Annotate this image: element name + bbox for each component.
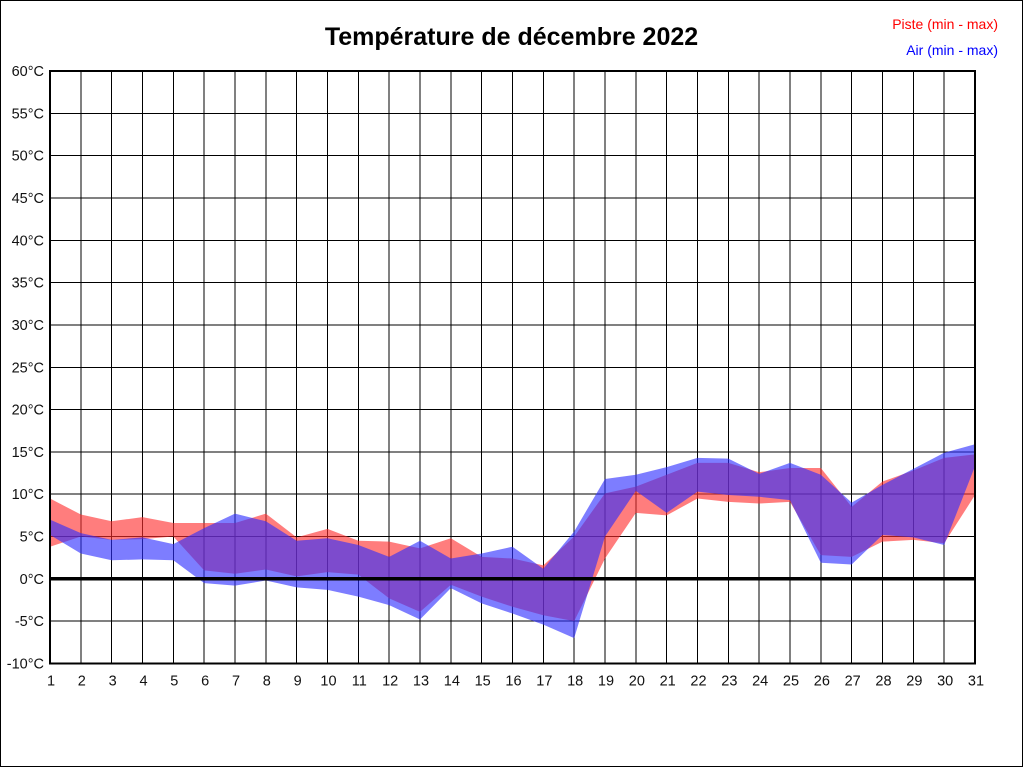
y-tick-label: 10°C [12,487,44,503]
legend-piste-label: Piste (min - max) [892,16,998,32]
y-tick-label: -10°C [7,657,44,673]
y-tick-label: 45°C [12,191,44,207]
x-tick-label: 11 [352,674,367,690]
x-tick-label: 21 [660,674,676,690]
y-tick-label: -5°C [15,614,44,630]
x-tick-label: 22 [690,674,706,690]
x-tick-label: 28 [875,674,891,690]
x-tick-label: 3 [109,674,117,690]
x-tick-label: 14 [444,674,460,690]
y-tick-label: 15°C [12,445,44,461]
x-tick-label: 16 [505,674,521,690]
plot-border [49,70,976,665]
y-tick-label: 60°C [12,64,44,80]
y-tick-label: 25°C [12,360,44,376]
x-tick-label: 4 [139,674,147,690]
x-tick-label: 8 [263,674,271,690]
x-tick-label: 12 [382,674,398,690]
y-tick-label: 50°C [12,149,44,165]
y-tick-label: 5°C [20,530,44,546]
y-tick-label: 40°C [12,233,44,249]
x-tick-label: 19 [598,674,614,690]
y-tick-label: 35°C [12,276,44,292]
x-tick-label: 13 [413,674,429,690]
x-tick-label: 18 [567,674,583,690]
y-tick-label: 0°C [20,572,44,588]
y-tick-label: 30°C [12,318,44,334]
y-tick-label: 20°C [12,403,44,419]
x-tick-label: 24 [752,674,768,690]
x-tick-label: 7 [232,674,240,690]
x-tick-label: 1 [47,674,55,690]
x-tick-label: 31 [968,674,984,690]
x-tick-label: 17 [536,674,552,690]
x-tick-label: 9 [294,674,302,690]
x-tick-label: 26 [814,674,830,690]
x-tick-label: 23 [721,674,737,690]
x-tick-label: 2 [78,674,86,690]
x-tick-label: 27 [845,674,861,690]
y-tick-label: 55°C [12,106,44,122]
x-tick-label: 25 [783,674,799,690]
x-tick-label: 10 [320,674,336,690]
chart-legend: Piste (min - max) Air (min - max) [892,11,998,63]
air-band [50,444,975,639]
x-tick-label: 5 [170,674,178,690]
x-tick-label: 6 [201,674,209,690]
chart-title: Température de décembre 2022 [324,23,699,51]
x-tick-label: 15 [475,674,491,690]
piste-band [50,454,975,622]
x-tick-label: 30 [937,674,953,690]
x-tick-label: 29 [906,674,922,690]
x-tick-label: 20 [629,674,645,690]
legend-air-label: Air (min - max) [906,42,998,58]
